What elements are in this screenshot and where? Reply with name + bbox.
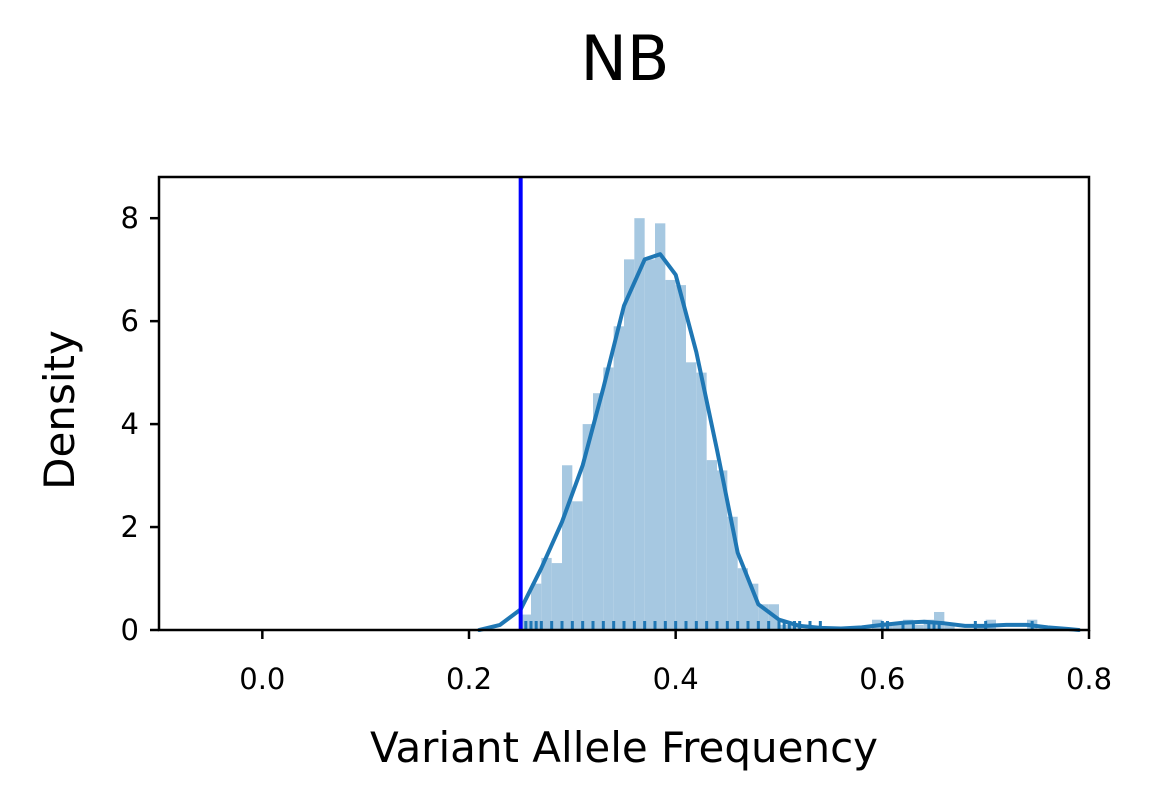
histogram-bar [727,516,738,630]
y-tick-label: 0 [121,613,139,647]
x-axis-label: Variant Allele Frequency [370,723,878,772]
y-tick-label: 4 [121,407,139,441]
x-tick-label: 0.2 [446,662,492,696]
histogram-bar [634,218,645,630]
histogram-bar [675,285,686,630]
x-tick-label: 0.6 [859,662,905,696]
histogram-bar [531,583,542,630]
histogram-bar [582,424,593,630]
histogram-bar [613,326,624,630]
histogram-bar [737,568,748,630]
x-tick-label: 0.0 [239,662,285,696]
histogram-bar [706,460,717,630]
histogram-bar [644,259,655,630]
histogram-bar [758,604,769,630]
histogram-bar [624,259,635,630]
y-tick-label: 2 [121,510,139,544]
histogram-bar [665,279,676,630]
y-tick-label: 6 [121,304,139,338]
histogram-bar [551,563,562,630]
x-tick-label: 0.8 [1066,662,1112,696]
y-tick-label: 8 [121,201,139,235]
histogram-bar [572,501,583,630]
histogram-bar [562,465,573,630]
histogram-bar [603,367,614,630]
histogram-bar [944,624,955,630]
x-tick-label: 0.4 [653,662,699,696]
histogram-bar [748,583,759,630]
chart-title: NB [580,22,670,95]
ticks: 0.0 0.2 0.4 0.6 0.8 0 2 4 6 8 [121,201,1113,696]
histogram-bar [593,393,604,630]
plot-area [477,177,1081,632]
y-axis-label: Density [35,330,84,490]
histogram-bar [717,470,728,630]
histogram-bar [696,372,707,630]
histogram-bar [913,624,924,630]
histogram-bar [892,624,903,630]
histogram-bar [903,619,914,630]
histogram-bar [686,362,697,630]
axes-frame [157,175,1091,632]
kde-curve [477,252,1081,632]
histogram-bar [541,557,552,630]
histogram-bar [655,223,666,631]
